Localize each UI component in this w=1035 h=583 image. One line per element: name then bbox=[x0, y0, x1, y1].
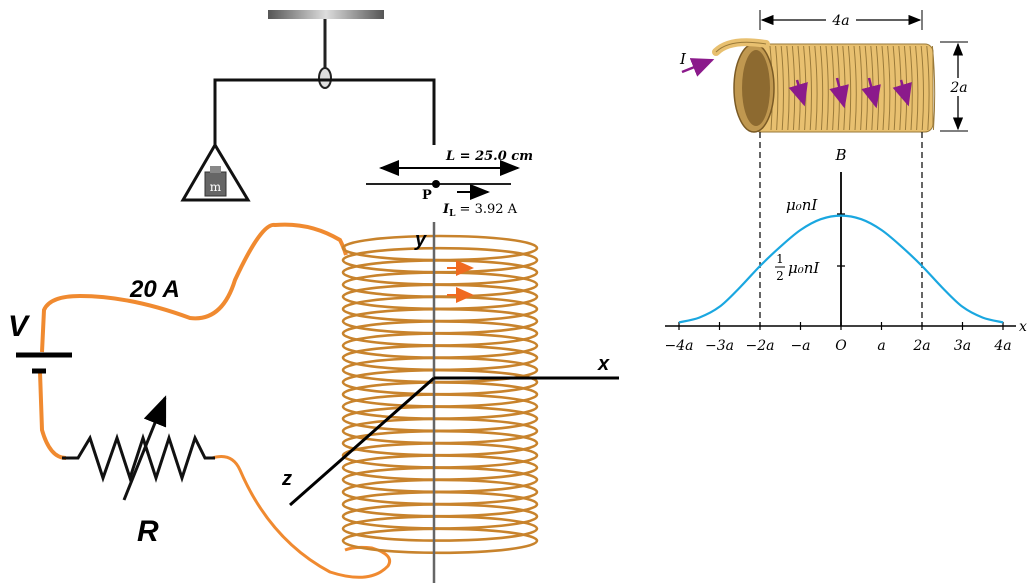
winding-line bbox=[926, 45, 930, 131]
solenoid-coil bbox=[341, 234, 539, 555]
max-label: μ₀nI bbox=[786, 196, 818, 214]
lead-wire-edge bbox=[715, 41, 767, 53]
resistor-label: R bbox=[137, 515, 159, 548]
diam-label-bg bbox=[946, 78, 972, 96]
axis-y-label: y bbox=[414, 229, 427, 251]
circuit: 20 A V R bbox=[8, 222, 392, 579]
voltage-label: V bbox=[8, 310, 31, 343]
half-label: 1 2 μ₀nI bbox=[775, 252, 820, 283]
ceiling-bar bbox=[268, 10, 384, 19]
winding-line bbox=[887, 45, 891, 131]
x-tick-label: −2a bbox=[746, 338, 775, 354]
half-label-den: 2 bbox=[776, 269, 784, 283]
coordinate-axes: y x z bbox=[281, 222, 619, 583]
winding-line bbox=[920, 45, 924, 131]
supply-wire-top bbox=[40, 222, 348, 353]
axis-x-label: x bbox=[597, 353, 610, 375]
winding-line bbox=[909, 45, 913, 131]
wire-current-label: IL = 3.92 A bbox=[442, 202, 518, 219]
winding-line bbox=[915, 45, 919, 131]
winding-current-arrows bbox=[788, 77, 912, 109]
winding-line bbox=[853, 45, 857, 131]
length-label: L = 25.0 cm bbox=[445, 149, 533, 164]
wire-segment: L = 25.0 cm P IL = 3.92 A bbox=[366, 149, 533, 219]
winding-line bbox=[780, 45, 784, 131]
half-label-num: 1 bbox=[776, 252, 784, 266]
supply-current-label: 20 A bbox=[129, 276, 180, 303]
z-axis-line bbox=[289, 376, 435, 507]
resistor-arrow bbox=[122, 395, 167, 501]
variable-resistor bbox=[62, 433, 215, 483]
winding-line bbox=[825, 45, 829, 131]
winding-line bbox=[808, 45, 812, 131]
weight-pan bbox=[180, 142, 251, 202]
coil-loop bbox=[341, 527, 539, 555]
winding-arrow-1 bbox=[788, 79, 808, 107]
supply-wire-bottom bbox=[38, 371, 67, 460]
diameter-dimension-label: 2a bbox=[949, 80, 967, 96]
length-label-bg bbox=[826, 10, 856, 28]
mass-label: m bbox=[210, 180, 222, 194]
solenoid-inner bbox=[742, 50, 770, 126]
current-in-arrow bbox=[681, 58, 715, 77]
coil-current-arrows bbox=[447, 260, 474, 303]
winding-line bbox=[881, 45, 885, 131]
x-tick-label: 4a bbox=[993, 338, 1011, 354]
winding-line bbox=[819, 45, 824, 131]
field-axis-label: B bbox=[834, 146, 846, 164]
x-tick-label: 2a bbox=[912, 338, 930, 354]
winding-line bbox=[775, 45, 779, 131]
x-tick-label: O bbox=[835, 338, 847, 354]
winding-line bbox=[814, 45, 818, 131]
point-label: P bbox=[422, 188, 432, 203]
winding-line bbox=[931, 45, 936, 131]
half-label-rest: μ₀nI bbox=[788, 259, 820, 277]
balance-beam bbox=[213, 78, 436, 145]
winding-arrow-3 bbox=[861, 77, 881, 109]
winding-arrow-4 bbox=[892, 79, 912, 107]
length-dimension-label: 4a bbox=[831, 13, 849, 29]
x-tick-label: a bbox=[877, 338, 885, 354]
return-wire bbox=[211, 455, 392, 579]
current-label: I bbox=[679, 50, 687, 68]
solenoid-windings bbox=[769, 45, 936, 131]
x-tick-label: −3a bbox=[705, 338, 734, 354]
pivot-icon bbox=[318, 67, 332, 89]
mass-block-top bbox=[210, 166, 221, 173]
coil-loop bbox=[341, 515, 539, 542]
point-p-marker bbox=[432, 180, 440, 188]
x-tick-label: 3a bbox=[954, 338, 971, 354]
x-tick-label: −a bbox=[790, 338, 810, 354]
winding-arrow-2 bbox=[829, 77, 849, 109]
winding-line bbox=[847, 45, 852, 131]
axis-z-label: z bbox=[281, 468, 292, 490]
field-curve bbox=[678, 214, 1004, 324]
x-axis-label: x bbox=[1019, 319, 1027, 335]
x-tick-label: −4a bbox=[665, 338, 694, 354]
balance-apparatus: m bbox=[180, 10, 436, 202]
